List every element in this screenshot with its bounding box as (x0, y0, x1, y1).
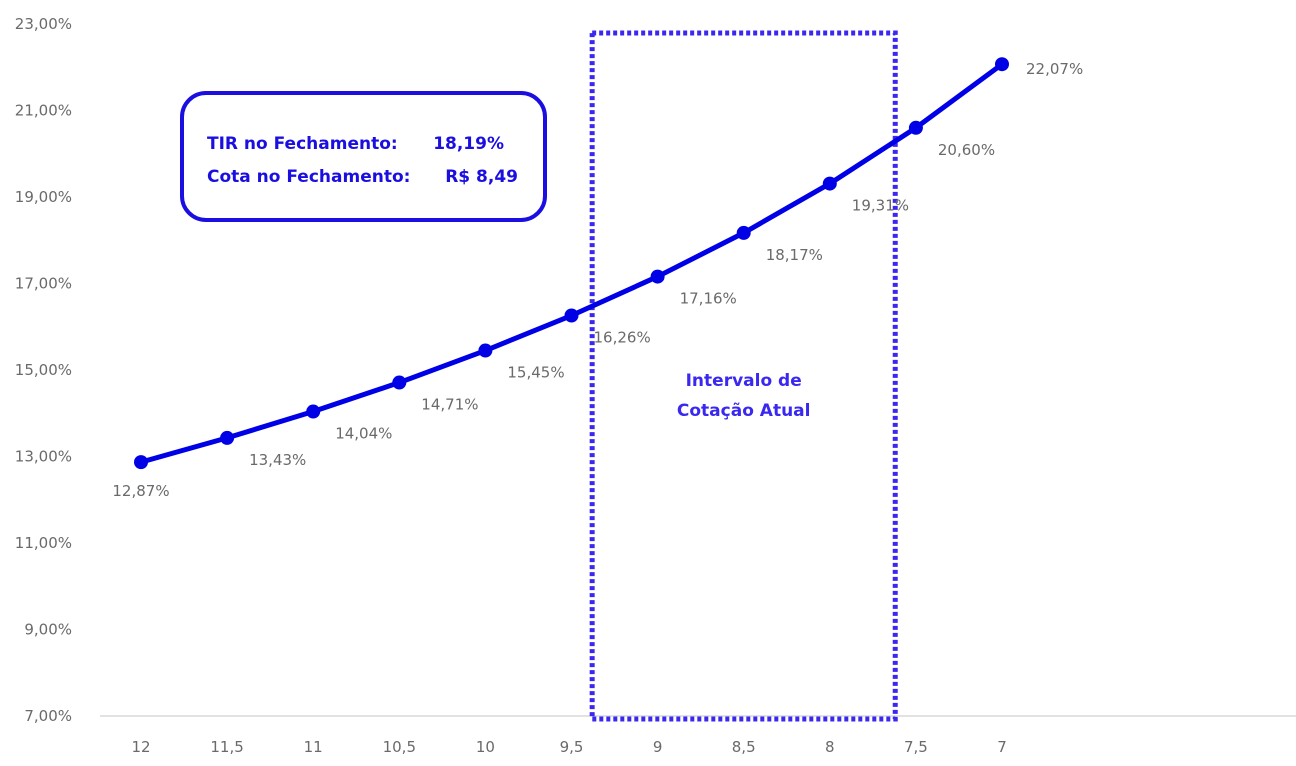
data-label: 13,43% (249, 451, 306, 469)
data-point (736, 225, 751, 240)
y-tick-label: 11,00% (15, 534, 72, 552)
data-label: 15,45% (507, 364, 564, 382)
data-label: 14,71% (421, 396, 478, 414)
data-label: 14,04% (335, 425, 392, 443)
info-box (180, 91, 547, 222)
data-point (564, 308, 579, 323)
data-point (392, 375, 407, 390)
highlight-range-label: Intervalo de (686, 371, 802, 391)
x-tick-label: 9,5 (560, 738, 584, 756)
data-point (134, 455, 148, 470)
data-label: 17,16% (680, 290, 737, 308)
x-tick-label: 9 (653, 738, 663, 756)
data-point (306, 404, 321, 419)
y-tick-label: 19,00% (15, 188, 72, 206)
info-label: Cota no Fechamento: (207, 167, 410, 187)
x-tick-label: 10,5 (383, 738, 416, 756)
data-point (650, 269, 665, 284)
data-point (822, 176, 837, 191)
x-tick-label: 12 (131, 738, 150, 756)
info-label: TIR no Fechamento: (207, 134, 398, 154)
x-tick-label: 8,5 (732, 738, 756, 756)
x-tick-label: 7 (997, 738, 1007, 756)
data-label: 18,17% (766, 246, 823, 264)
y-tick-label: 7,00% (24, 707, 72, 725)
data-label: 12,87% (112, 482, 169, 500)
y-tick-label: 21,00% (15, 102, 72, 120)
data-point (908, 120, 923, 135)
x-tick-label: 11 (304, 738, 323, 756)
y-tick-label: 9,00% (24, 621, 72, 639)
data-label: 16,26% (594, 329, 651, 347)
y-tick-label: 23,00% (15, 15, 72, 33)
highlight-range-label: Cotação Atual (677, 401, 811, 421)
data-point (478, 343, 493, 358)
info-value: 18,19% (433, 134, 504, 154)
x-tick-label: 10 (476, 738, 495, 756)
x-tick-label: 7,5 (904, 738, 928, 756)
x-tick-label: 8 (825, 738, 835, 756)
y-tick-label: 15,00% (15, 361, 72, 379)
data-point (995, 57, 1009, 72)
data-label: 22,07% (1026, 60, 1083, 78)
y-tick-label: 17,00% (15, 275, 72, 293)
data-point (220, 430, 235, 445)
x-tick-label: 11,5 (210, 738, 243, 756)
data-label: 20,60% (938, 141, 995, 159)
highlight-range-box (589, 30, 898, 722)
data-label: 19,31% (852, 197, 909, 215)
y-tick-label: 13,00% (15, 448, 72, 466)
info-value: R$ 8,49 (445, 167, 518, 187)
